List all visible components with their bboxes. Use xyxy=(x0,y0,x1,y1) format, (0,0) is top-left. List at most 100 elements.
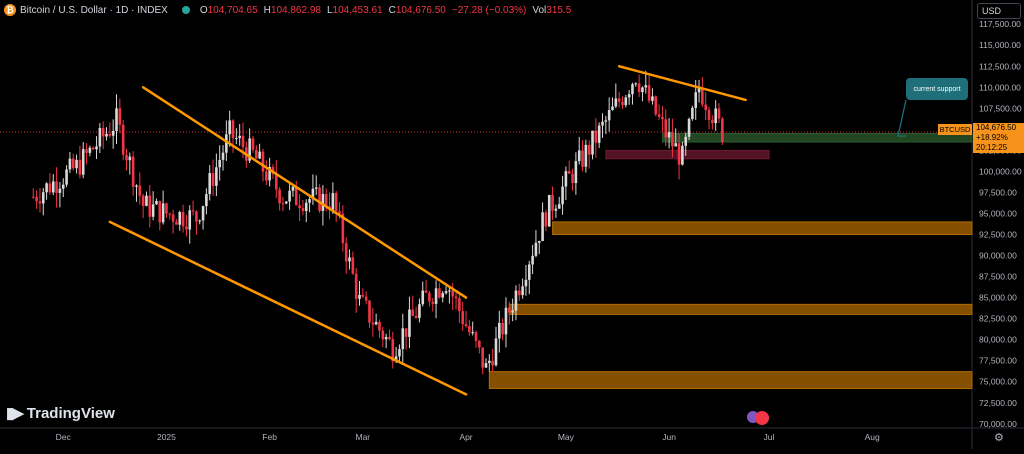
candle-body xyxy=(211,173,215,186)
market-status-icon xyxy=(181,6,190,14)
candle-body xyxy=(298,205,301,209)
candle-body xyxy=(621,101,624,106)
candle-body xyxy=(644,85,648,88)
change-value: −27.28 (−0.03%) xyxy=(451,4,527,16)
candle-body xyxy=(441,293,445,298)
candle-body xyxy=(514,290,518,311)
candle-body xyxy=(91,147,95,150)
candle-body xyxy=(291,186,295,191)
candle-body xyxy=(444,291,448,294)
us-flag-event-icon[interactable] xyxy=(755,411,769,425)
trendline-1 xyxy=(108,220,468,396)
candle-body xyxy=(175,221,178,225)
candle-body xyxy=(581,150,584,167)
candle-body xyxy=(544,212,548,227)
candle-body xyxy=(208,173,212,195)
candle-body xyxy=(594,130,598,143)
candle-body xyxy=(527,264,531,280)
candle-body xyxy=(521,286,524,296)
candle-body xyxy=(428,292,431,302)
candle-body xyxy=(165,203,168,214)
candle-body xyxy=(388,336,391,340)
candle-body xyxy=(255,149,258,159)
candle-body xyxy=(78,159,82,175)
candle-body xyxy=(181,212,185,227)
price-tick-label: 110,000.00 xyxy=(979,82,1021,92)
candle-body xyxy=(118,108,122,125)
support-zone-4 xyxy=(488,371,973,389)
candle-body xyxy=(38,201,42,204)
candle-body xyxy=(381,330,385,340)
candle-body xyxy=(314,187,318,189)
candle-body xyxy=(434,288,438,304)
candle-body xyxy=(131,156,135,187)
candle-body xyxy=(587,144,591,155)
price-tick-label: 75,000.00 xyxy=(979,377,1017,387)
candle-body xyxy=(611,106,614,111)
price-tick-label: 77,500.00 xyxy=(979,356,1017,366)
candle-body xyxy=(438,288,441,298)
candle-body xyxy=(241,135,245,148)
open-value: 104,704.65 xyxy=(207,4,258,16)
candle-body xyxy=(288,190,291,202)
candle-body xyxy=(481,347,484,368)
candle-body xyxy=(627,94,631,98)
candle-body xyxy=(284,201,288,204)
candle-body xyxy=(321,193,325,211)
symbol-price-tag: BTCUSD xyxy=(938,124,972,135)
tradingview-logo[interactable]: ▮▶ TradingView xyxy=(6,404,115,423)
price-tick-label: 107,500.00 xyxy=(979,103,1022,113)
candle-body xyxy=(128,156,132,161)
candle-body xyxy=(554,208,558,211)
candle-body xyxy=(368,300,371,323)
candle-body xyxy=(294,186,298,206)
candle-body xyxy=(561,186,564,205)
gear-icon[interactable]: ⚙ xyxy=(994,432,1004,444)
price-tick-label: 115,000.00 xyxy=(979,40,1021,50)
candle-body xyxy=(281,203,285,205)
candle-body xyxy=(324,193,328,207)
candle-body xyxy=(401,328,405,350)
candle-body xyxy=(534,242,538,256)
candle-body xyxy=(498,322,501,339)
candle-body xyxy=(48,183,52,193)
current-support-callout[interactable]: current support xyxy=(906,78,968,100)
candle-body xyxy=(468,326,471,333)
candle-body xyxy=(258,151,261,159)
candle-body xyxy=(188,210,192,230)
candle-body xyxy=(394,356,398,362)
candle-body xyxy=(461,311,464,325)
price-tick-label: 95,000.00 xyxy=(979,208,1017,218)
candle-body xyxy=(158,200,162,223)
candle-body xyxy=(701,88,704,105)
candle-body xyxy=(155,200,158,205)
candle-body xyxy=(145,195,148,206)
candle-body xyxy=(191,210,195,212)
candle-body xyxy=(35,196,38,202)
symbol-title[interactable]: Bitcoin / U.S. Dollar · 1D · INDEX xyxy=(20,4,168,16)
price-tick-label: 72,500.00 xyxy=(979,398,1017,408)
candle-body xyxy=(301,208,305,212)
candle-body xyxy=(418,304,421,318)
candle-body xyxy=(98,127,102,147)
currency-selector[interactable]: USD xyxy=(977,3,1021,19)
candle-body xyxy=(471,332,474,334)
candle-body xyxy=(537,241,541,243)
candle-body xyxy=(681,145,684,165)
candle-body xyxy=(674,143,678,147)
candle-body xyxy=(458,298,461,312)
time-tick-label: 2025 xyxy=(157,432,176,442)
candle-body xyxy=(431,301,435,304)
candle-body xyxy=(574,161,578,184)
tv-logo-icon: ▮▶ xyxy=(6,405,24,422)
candle-body xyxy=(148,195,152,217)
candle-body xyxy=(111,130,115,136)
candle-body xyxy=(694,92,698,108)
last-price-tag: 104,676.50 +18.92% 20:12:25 xyxy=(973,123,1024,153)
price-tick-label: 82,500.00 xyxy=(979,314,1017,324)
candle-body xyxy=(358,294,361,299)
candle-body xyxy=(248,138,251,161)
candle-body xyxy=(384,336,388,340)
